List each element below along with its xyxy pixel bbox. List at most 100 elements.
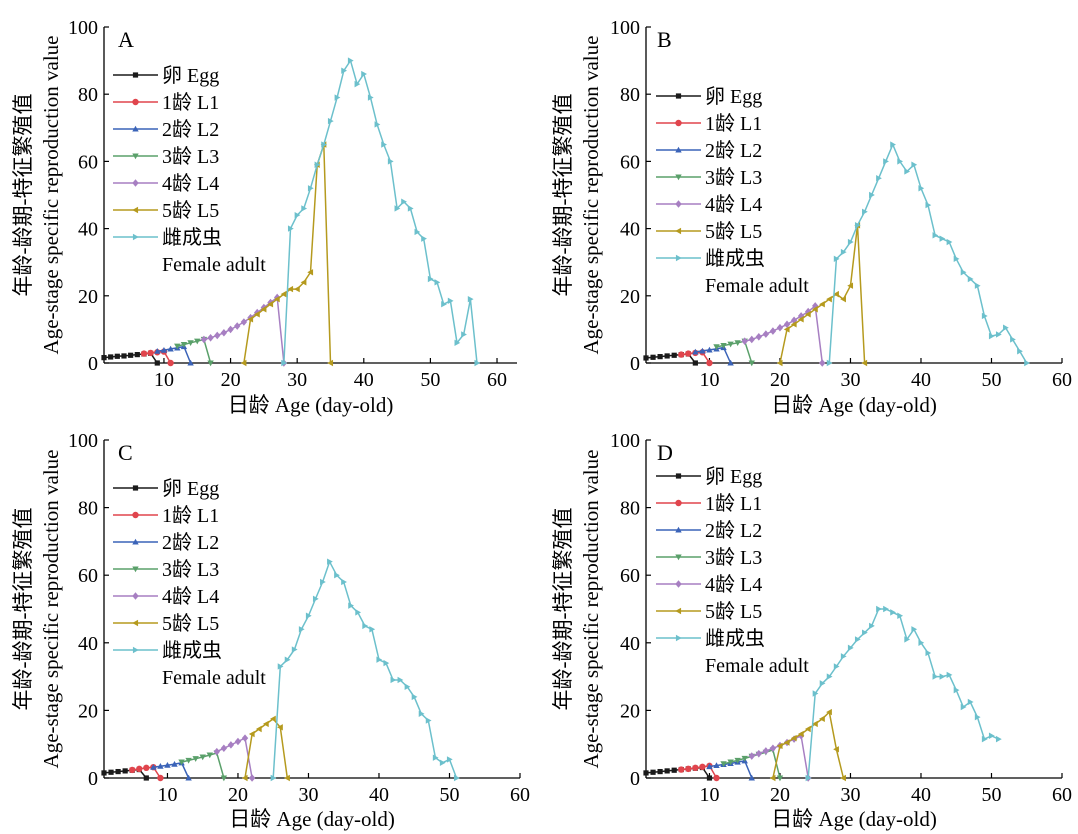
data-point-female [953, 686, 960, 694]
data-point-female [355, 609, 362, 616]
data-point-L5 [819, 301, 825, 308]
panel-letter: A [118, 27, 134, 52]
x-tick-label: 50 [420, 369, 440, 391]
data-point-L1 [143, 764, 150, 772]
y-tick-label: 40 [78, 219, 98, 241]
legend-label-egg: 卵 Egg [162, 477, 219, 500]
data-point-L4 [220, 328, 228, 337]
series-female [281, 57, 481, 367]
data-point-female [374, 121, 381, 128]
x-tick-label: 50 [981, 369, 1001, 391]
data-point-L4 [769, 744, 777, 753]
data-point-female [441, 301, 447, 308]
data-point-female [334, 94, 341, 101]
legend-label-female-en: Female adult [705, 275, 809, 297]
data-point-female [381, 141, 387, 148]
data-point-female [294, 211, 301, 219]
y-tick-label: 20 [620, 286, 640, 308]
data-point-female [812, 690, 819, 697]
data-point-female [383, 659, 390, 667]
data-point-egg [671, 767, 677, 773]
data-point-L4 [241, 734, 249, 742]
data-point-L1 [699, 763, 706, 771]
data-point-egg [134, 352, 140, 358]
data-point-female [897, 158, 904, 165]
data-point-L2 [150, 763, 157, 770]
legend-marker-L3 [675, 174, 682, 181]
legend-label-L2: 2龄 L2 [705, 519, 762, 542]
data-point-female [387, 158, 394, 165]
data-point-female [287, 225, 294, 232]
data-point-L3 [734, 340, 741, 347]
legend-marker-L3 [132, 566, 139, 573]
data-point-L5 [783, 739, 790, 746]
data-point-L5 [826, 295, 832, 303]
data-point-L5 [826, 708, 832, 716]
y-tick-label: 100 [68, 430, 98, 452]
legend-label-L3: 3龄 L3 [705, 546, 762, 569]
data-point-L1 [706, 359, 713, 367]
series-L4 [200, 293, 288, 367]
data-point-L4 [748, 752, 755, 760]
y-axis-label-zh: 年龄-龄期-特征繁殖值 [11, 508, 35, 711]
data-point-L1 [140, 350, 148, 357]
data-point-female [883, 605, 889, 613]
chart-panel-b: 0 20 40 60 80 100 10 20 30 40 50 60 日龄 Age (day-old)… [551, 17, 1072, 417]
x-tick-label: 60 [1052, 369, 1072, 391]
data-point-L5 [284, 774, 290, 782]
legend-marker-egg [675, 93, 682, 99]
y-tick-label: 0 [88, 353, 98, 375]
x-tick-label: 30 [287, 369, 307, 391]
data-point-female [341, 67, 348, 74]
data-point-female [447, 297, 454, 305]
x-tick-label: 10 [699, 369, 719, 391]
x-tick-label: 40 [911, 369, 931, 391]
data-point-female [281, 359, 288, 367]
data-point-female [862, 629, 868, 636]
data-point-L3 [185, 757, 192, 764]
legend-label-female: 雌成虫 [705, 247, 765, 270]
series-L3 [713, 338, 755, 367]
data-point-L3 [207, 360, 214, 367]
data-point-L4 [220, 744, 228, 753]
data-point-L1 [167, 359, 174, 367]
legend-label-female-en: Female adult [705, 655, 809, 677]
data-point-female [974, 713, 981, 721]
y-axis-label-en: Age-stage specific reproduction value [579, 450, 603, 769]
legend-label-L2: 2龄 L2 [162, 531, 219, 554]
data-point-L4 [240, 318, 248, 326]
data-point-female [390, 676, 397, 684]
y-tick-label: 20 [78, 286, 98, 308]
data-point-L5 [790, 734, 797, 742]
data-point-female [362, 622, 369, 630]
data-point-L5 [840, 774, 846, 782]
data-point-female [826, 673, 833, 680]
legend: 卵 Egg 1龄 L1 2龄 L2 3龄 L3 4龄 L4 5龄 L5 雌成虫 Female … [113, 64, 266, 276]
data-point-L3 [776, 775, 784, 782]
data-point-L5 [840, 295, 846, 303]
data-point-L2 [167, 345, 174, 352]
y-tick-label: 20 [620, 700, 640, 722]
series-L2 [150, 759, 192, 781]
data-point-L2 [187, 359, 194, 366]
x-tick-label: 30 [840, 784, 860, 806]
legend: 卵 Egg 1龄 L1 2龄 L2 3龄 L3 4龄 L4 5龄 L5 雌成虫 Female … [113, 477, 266, 689]
data-point-egg [643, 355, 649, 361]
data-point-L5 [307, 269, 314, 276]
data-point-female [327, 558, 333, 565]
data-point-female [840, 653, 847, 660]
data-point-female [454, 339, 461, 347]
series-L2 [154, 343, 194, 366]
data-point-female [270, 774, 277, 782]
data-point-female [897, 612, 904, 619]
data-point-female [847, 238, 854, 246]
data-point-female [307, 185, 314, 192]
legend-marker-L3 [132, 153, 139, 160]
data-point-L5 [833, 290, 839, 298]
y-tick-label: 80 [78, 84, 98, 106]
data-point-L4 [804, 307, 812, 316]
data-point-female [967, 698, 974, 706]
data-point-female [298, 626, 305, 633]
data-point-female [869, 191, 875, 199]
